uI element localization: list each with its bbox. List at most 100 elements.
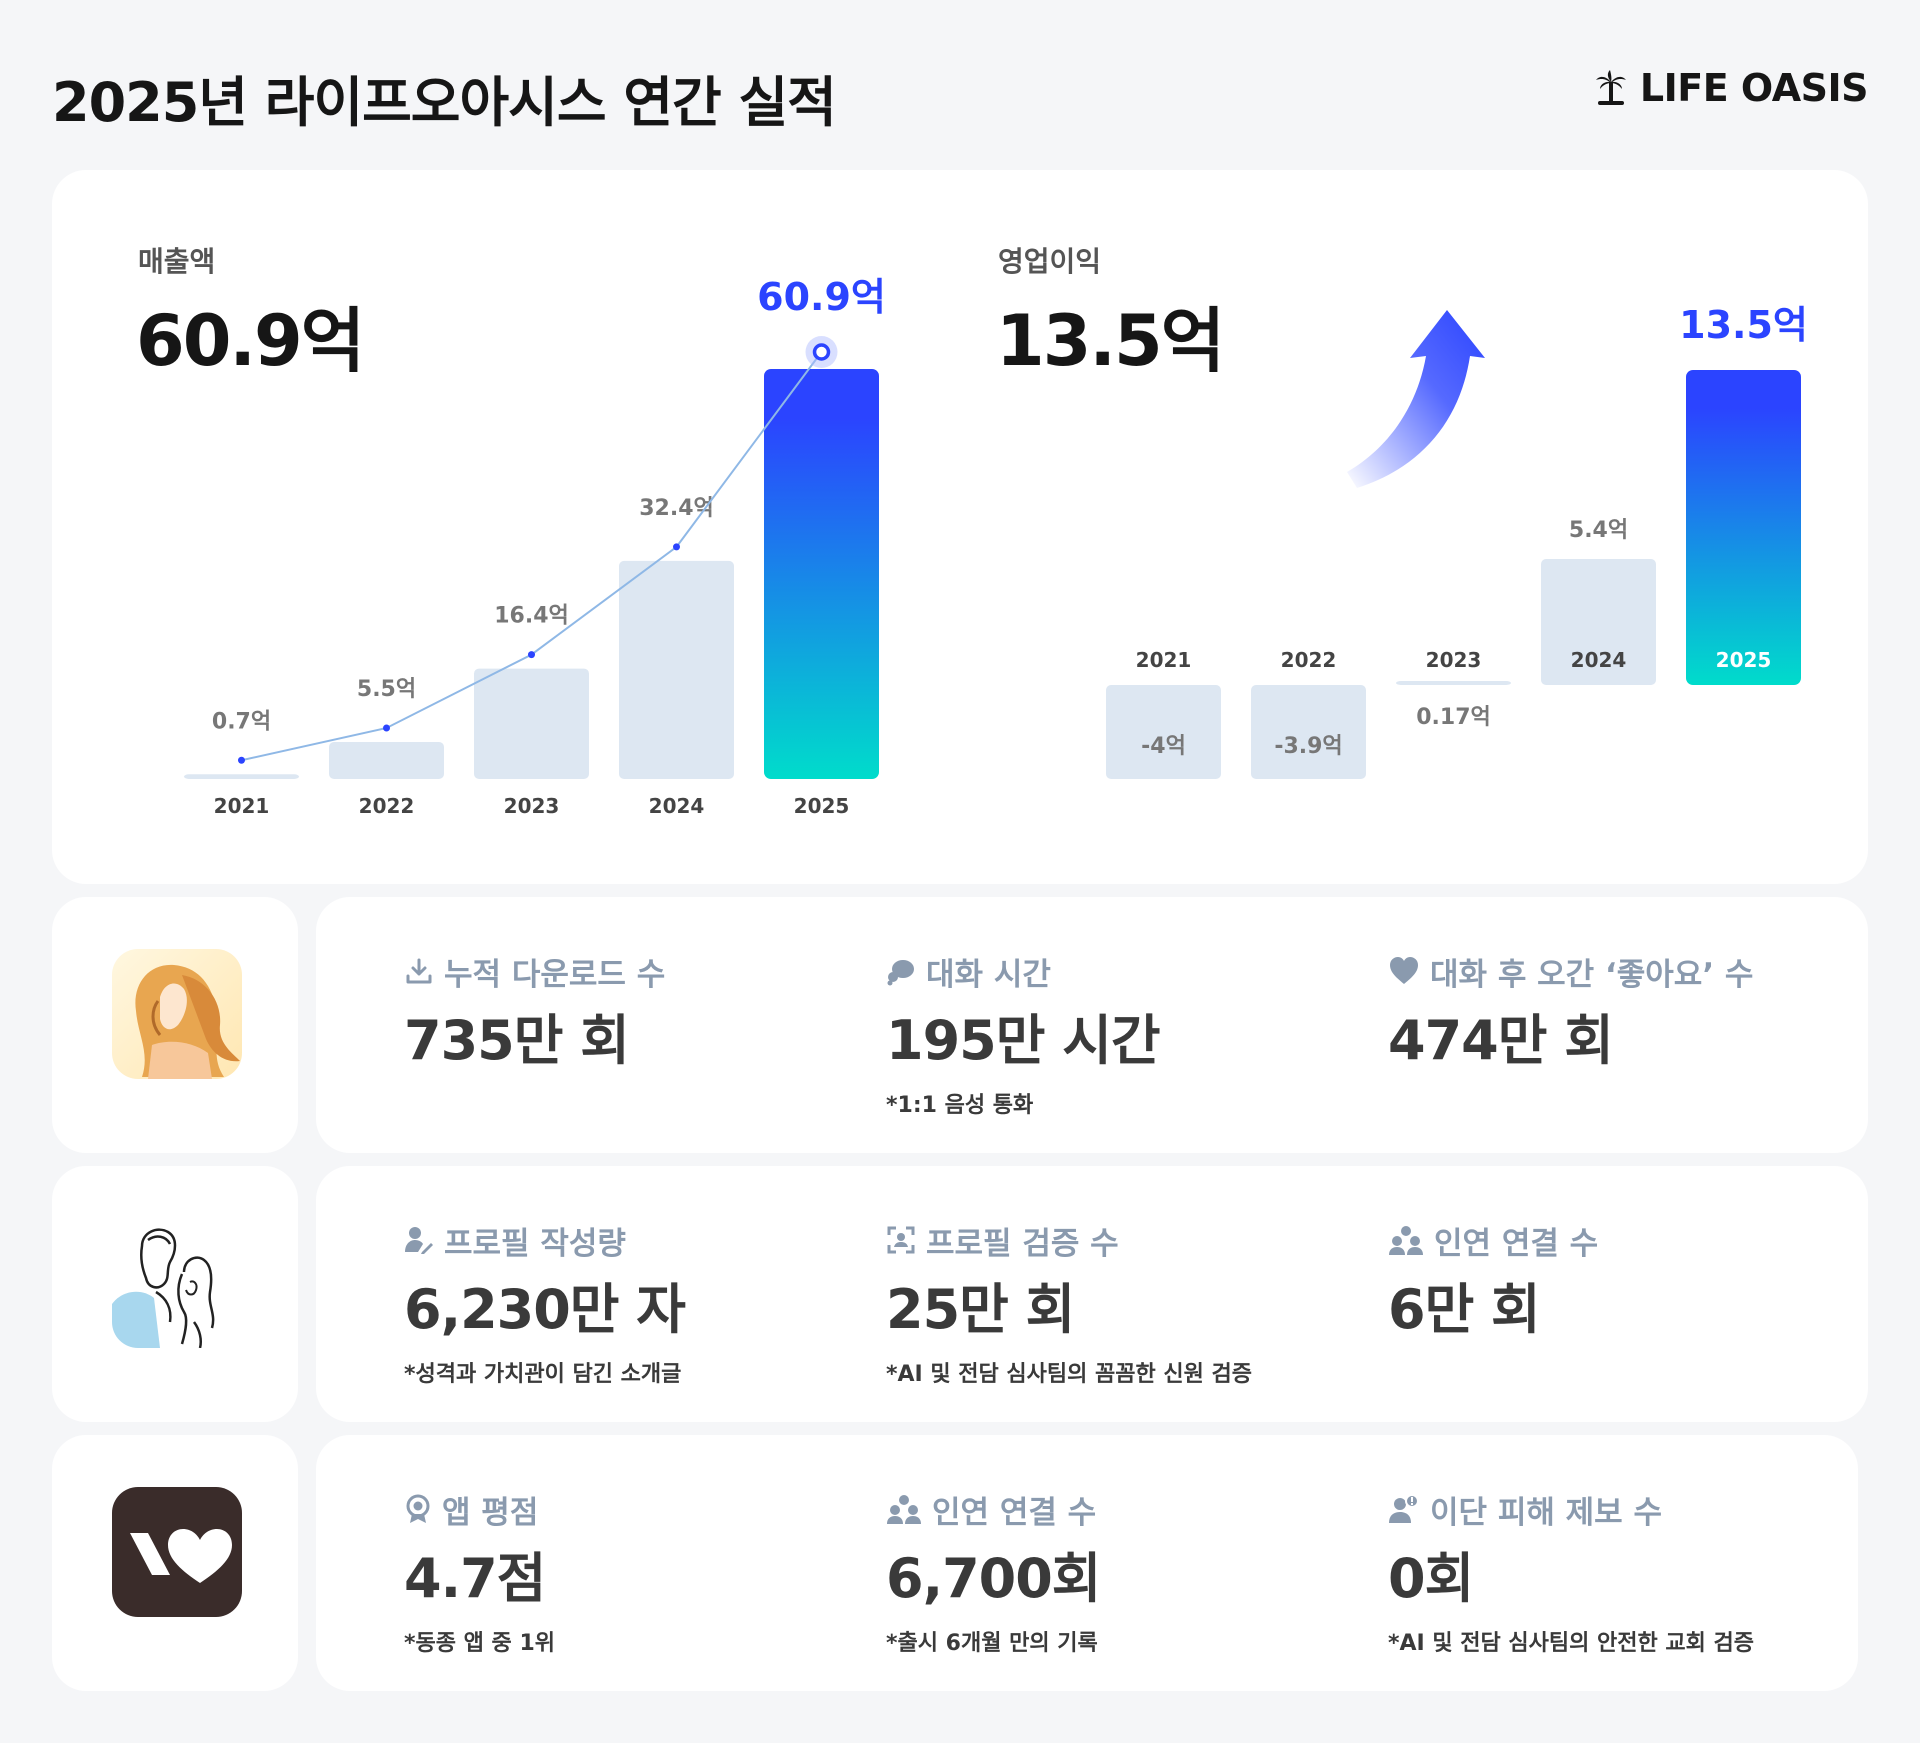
stat-talk-time: 대화 시간 195만 시간 *1:1 음성 통화 (886, 951, 1356, 1119)
revenue-bar (474, 668, 589, 779)
revenue-x-tick-label: 2023 (504, 794, 560, 818)
stat-value: 4.7점 (404, 1547, 546, 1610)
revenue-x-tick-label: 2021 (214, 794, 270, 818)
operating-profit-bar-chart: 2021 -4억 2022 -3.9억 2023 0.17억 2024 5.4억 2025 13.… (1106, 303, 1808, 779)
heart-icon (1390, 957, 1418, 984)
operating-profit-value-label: 13.5억 (1679, 303, 1808, 347)
stat-label: 이단 피해 제보 수 (1430, 1494, 1663, 1531)
operating-profit-x-tick-label: 2023 (1426, 648, 1482, 672)
stat-value: 195만 시간 (886, 1009, 1161, 1072)
revenue-x-tick-label: 2024 (649, 794, 705, 818)
financial-charts-panel: 매출액 60.9억 영업이익 13.5억 2021 0.7억 2022 5.5억 202… (52, 170, 1868, 884)
operating-profit-value-label: 5.4억 (1569, 518, 1628, 543)
brand-logo: LIFE OASIS (1594, 66, 1869, 110)
stat-note: *동종 앱 중 1위 (404, 1631, 555, 1656)
revenue-x-tick-label: 2025 (794, 794, 850, 818)
heart-logo-icon (112, 1487, 242, 1617)
profile-edit-icon (405, 1227, 433, 1254)
stat-likes: 대화 후 오간 ‘좋아요’ 수 474만 회 (1388, 951, 1858, 1087)
operating-profit-x-tick-label: 2022 (1281, 648, 1337, 672)
page-title: 2025년 라이프오아시스 연간 실적 (52, 71, 837, 134)
revenue-trend-point (673, 543, 680, 551)
stat-note: *1:1 음성 통화 (886, 1093, 1034, 1118)
stat-label: 대화 시간 (926, 956, 1051, 993)
stat-note: *AI 및 전담 심사팀의 꼼꼼한 신원 검증 (886, 1362, 1253, 1387)
stats-card-3: 앱 평점 4.7점 *동종 앱 중 1위 인연 연결 수 6,700회 *출시 … (316, 1435, 1858, 1691)
operating-profit-x-tick-label: 2021 (1136, 648, 1192, 672)
operating-profit-value-label: 0.17억 (1416, 705, 1491, 730)
operating-profit-bar (1686, 370, 1801, 685)
badge-icon (406, 1494, 430, 1523)
revenue-bar (329, 741, 444, 779)
revenue-value-label: 0.7억 (212, 709, 271, 734)
stat-profile-writing: 프로필 작성량 6,230만 자 *성격과 가치관이 담긴 소개글 (404, 1220, 874, 1388)
revenue-x-tick-label: 2022 (359, 794, 415, 818)
revenue-trend-point (238, 756, 245, 764)
operating-profit-value-label: -4억 (1141, 734, 1186, 759)
app-icon-card-1 (52, 897, 298, 1153)
stat-note: *성격과 가치관이 담긴 소개글 (404, 1362, 682, 1387)
couple-illustration-icon (112, 1218, 242, 1348)
stat-matches: 인연 연결 수 6만 회 (1388, 1220, 1858, 1356)
people-icon (887, 1495, 921, 1524)
stat-cult-reports: 이단 피해 제보 수 0회 *AI 및 전담 심사팀의 안전한 교회 검증 (1388, 1489, 1858, 1657)
operating-profit-x-tick-label: 2025 (1716, 648, 1772, 672)
revenue-value-label: 60.9억 (757, 275, 886, 319)
stat-label: 앱 평점 (442, 1494, 539, 1531)
brand-name: LIFE OASIS (1639, 66, 1869, 110)
operating-profit-x-tick-label: 2024 (1571, 648, 1627, 672)
alert-user-icon (1389, 1494, 1419, 1523)
stat-note: *AI 및 전담 심사팀의 안전한 교회 검증 (1388, 1631, 1755, 1656)
app-icon-card-2 (52, 1166, 298, 1422)
operating-profit-bar (1541, 559, 1656, 685)
stat-value: 25만 회 (886, 1278, 1075, 1341)
woman-illustration-icon (112, 949, 242, 1079)
stat-label: 누적 다운로드 수 (444, 956, 666, 993)
stat-profile-verification: 프로필 검증 수 25만 회 *AI 및 전담 심사팀의 꼼꼼한 신원 검증 (886, 1220, 1356, 1388)
operating-profit-bar (1251, 685, 1366, 779)
stat-label: 프로필 작성량 (444, 1225, 626, 1262)
operating-profit-value-label: -3.9억 (1274, 734, 1342, 759)
operating-profit-headline: 13.5억 (996, 300, 1225, 382)
revenue-headline: 60.9억 (136, 300, 365, 382)
palm-tree-icon (1595, 70, 1626, 105)
stat-value: 0회 (1388, 1547, 1474, 1610)
stat-matches-6months: 인연 연결 수 6,700회 *출시 6개월 만의 기록 (886, 1489, 1356, 1657)
revenue-value-label: 16.4억 (494, 604, 569, 629)
revenue-trend-point (528, 651, 535, 659)
stat-value: 6,700회 (886, 1547, 1102, 1610)
growth-arrow-icon (1347, 310, 1485, 488)
stat-downloads: 누적 다운로드 수 735만 회 (404, 951, 874, 1087)
revenue-bar-chart: 2021 0.7억 2022 5.5억 2023 16.4억 2024 32.4억 2025 60… (184, 275, 886, 818)
stat-value: 735만 회 (404, 1009, 630, 1072)
revenue-value-label: 5.5억 (357, 677, 416, 702)
revenue-bar (184, 774, 299, 779)
revenue-value-label: 32.4억 (639, 496, 714, 521)
stat-label: 인연 연결 수 (1434, 1225, 1599, 1262)
stat-note: *출시 6개월 만의 기록 (886, 1631, 1098, 1656)
app-icon-card-3 (52, 1435, 298, 1691)
operating-profit-label: 영업이익 (998, 245, 1102, 278)
stat-label: 인연 연결 수 (932, 1494, 1097, 1531)
revenue-label: 매출액 (138, 245, 216, 278)
revenue-bar (619, 560, 734, 779)
face-scan-icon (887, 1226, 915, 1254)
stat-value: 6만 회 (1388, 1278, 1541, 1341)
stat-label: 대화 후 오간 ‘좋아요’ 수 (1430, 956, 1754, 993)
operating-profit-bar (1396, 681, 1511, 685)
stats-row-1: 누적 다운로드 수 735만 회 대화 시간 195만 시간 *1:1 음성 통… (52, 897, 1868, 1153)
stats-row-2: 프로필 작성량 6,230만 자 *성격과 가치관이 담긴 소개글 프로필 검증… (52, 1166, 1868, 1422)
stats-card-2: 프로필 작성량 6,230만 자 *성격과 가치관이 담긴 소개글 프로필 검증… (316, 1166, 1868, 1422)
operating-profit-bar (1106, 685, 1221, 779)
stats-row-3: 앱 평점 4.7점 *동종 앱 중 1위 인연 연결 수 6,700회 *출시 … (52, 1435, 1868, 1691)
revenue-trend-point (812, 343, 831, 361)
stat-app-rating: 앱 평점 4.7점 *동종 앱 중 1위 (404, 1489, 874, 1657)
stat-value: 6,230만 자 (404, 1278, 686, 1341)
stat-value: 474만 회 (1388, 1009, 1614, 1072)
people-icon (1389, 1226, 1423, 1255)
stat-label: 프로필 검증 수 (926, 1225, 1119, 1262)
chat-bubble-icon (887, 960, 914, 986)
download-icon (406, 958, 432, 984)
revenue-bar (764, 369, 879, 779)
stats-card-1: 누적 다운로드 수 735만 회 대화 시간 195만 시간 *1:1 음성 통… (316, 897, 1868, 1153)
